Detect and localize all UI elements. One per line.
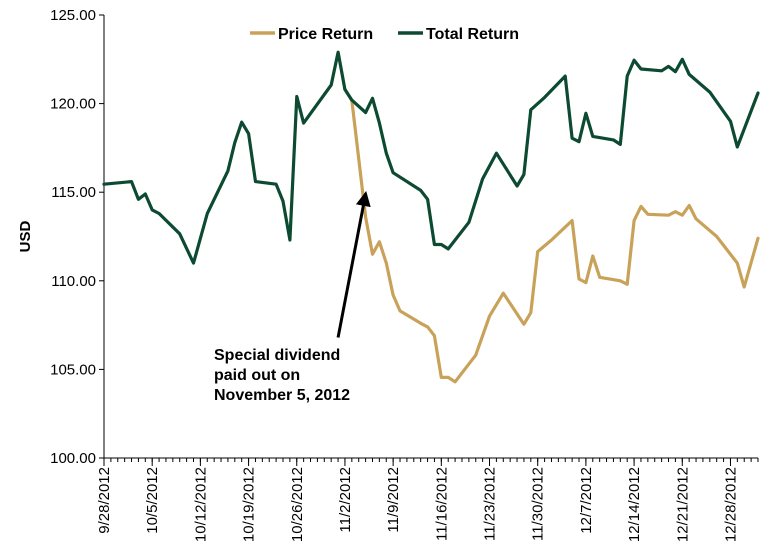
x-tick-label: 10/19/2012 — [241, 467, 258, 542]
annotation-text-line: paid out on — [214, 367, 300, 384]
x-tick-label: 10/5/2012 — [144, 467, 161, 534]
x-tick-label: 11/2/2012 — [337, 467, 354, 533]
x-tick-label: 12/28/2012 — [722, 467, 739, 542]
x-tick-label: 10/26/2012 — [289, 467, 306, 542]
x-tick-label: 11/9/2012 — [385, 467, 402, 533]
price-return-line — [343, 87, 760, 384]
legend-label-total-return: Total Return — [426, 26, 519, 43]
x-axis: 9/28/2012 10/5/2012 10/12/2012 10/19/2012 10… — [96, 457, 759, 542]
x-tick-label: 12/14/2012 — [626, 467, 643, 542]
annotations: Special dividend paid out on November 5, 2… — [214, 191, 371, 404]
x-tick-label: 9/28/2012 — [96, 467, 113, 534]
legend: Price Return Total Return — [250, 26, 519, 43]
annotation-text-line: Special dividend — [214, 347, 340, 364]
y-axis-title: USD — [17, 220, 34, 252]
series-lines — [102, 50, 760, 384]
y-tick-label: 125.00 — [50, 7, 96, 24]
x-tick-label: 11/30/2012 — [530, 467, 547, 541]
annotation-arrow — [336, 191, 371, 338]
x-tick-label: 12/7/2012 — [578, 467, 595, 534]
y-tick-label: 120.00 — [50, 96, 96, 113]
y-tick-label: 105.00 — [50, 361, 96, 378]
y-tick-label: 110.00 — [51, 273, 96, 290]
y-axis: 100.00 105.00 110.00 115.00 120.00 125.00 USD — [17, 7, 105, 467]
annotation-text-line: November 5, 2012 — [214, 387, 350, 404]
x-tick-label: 10/12/2012 — [192, 467, 209, 542]
x-tick-label: 12/21/2012 — [674, 467, 691, 542]
y-tick-label: 115.00 — [51, 184, 96, 201]
y-tick-label: 100.00 — [50, 450, 96, 467]
x-tick-label: 11/23/2012 — [482, 467, 499, 541]
x-tick-label: 11/16/2012 — [433, 467, 450, 541]
total-return-line — [102, 50, 760, 265]
legend-label-price-return: Price Return — [278, 26, 373, 43]
